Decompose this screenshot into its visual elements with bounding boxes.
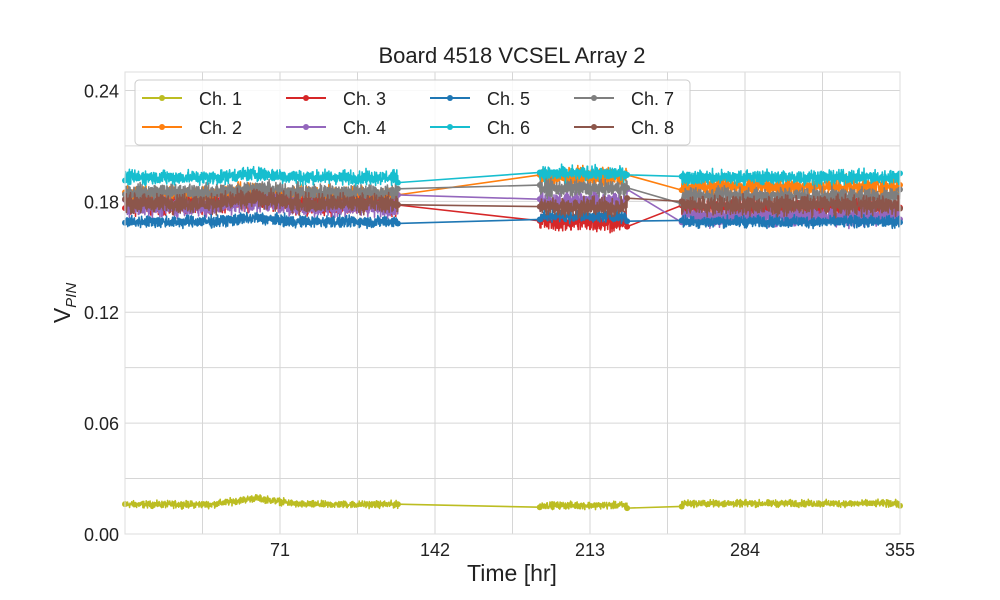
- series-marker: [536, 216, 543, 223]
- series-gap-line: [627, 174, 682, 178]
- series-marker: [536, 169, 543, 176]
- series-ch-8: [122, 187, 903, 219]
- series-trace: [539, 163, 628, 184]
- legend-item: Ch. 6: [430, 118, 530, 138]
- legend-item: Ch. 3: [286, 89, 386, 109]
- legend-item: Ch. 2: [142, 118, 242, 138]
- x-tick-labels: 71 142 213 284 355: [270, 540, 915, 560]
- legend-label: Ch. 3: [343, 89, 386, 109]
- series-gap-line: [397, 218, 540, 225]
- series-trace: [539, 195, 628, 219]
- legend-swatch-marker: [447, 124, 453, 130]
- series-marker: [536, 203, 543, 210]
- series-marker: [678, 187, 685, 194]
- series-gap-line: [397, 184, 540, 190]
- y-tick-label: 0.12: [84, 303, 119, 323]
- legend-swatch-marker: [303, 95, 309, 101]
- series-gap-line: [627, 197, 682, 203]
- series-trace: [539, 208, 628, 225]
- legend-swatch-marker: [303, 124, 309, 130]
- legend-swatch-marker: [447, 95, 453, 101]
- legend-label: Ch. 6: [487, 118, 530, 138]
- x-tick-label: 213: [575, 540, 605, 560]
- legend-swatch-marker: [159, 95, 165, 101]
- series-trace: [124, 165, 399, 187]
- legend-label: Ch. 1: [199, 89, 242, 109]
- series-trace: [124, 211, 399, 230]
- x-axis-label: Time [hr]: [467, 560, 557, 586]
- y-tick-label: 0.06: [84, 414, 119, 434]
- series-ch-5: [122, 208, 903, 230]
- series-marker: [678, 503, 685, 510]
- series-gap-line: [627, 219, 682, 222]
- series-marker: [678, 173, 685, 180]
- y-axis-label-main: V: [49, 307, 75, 323]
- chart-title: Board 4518 VCSEL Array 2: [378, 43, 645, 68]
- legend-item: Ch. 7: [574, 89, 674, 109]
- series-trace: [539, 177, 628, 200]
- series-gap-line: [627, 505, 682, 509]
- legend-label: Ch. 2: [199, 118, 242, 138]
- series-gap-line: [626, 174, 682, 191]
- x-tick-label: 142: [420, 540, 450, 560]
- series-trace: [680, 498, 901, 509]
- series-gap-line: [397, 203, 540, 208]
- series-trace: [680, 213, 901, 230]
- series-trace: [124, 494, 399, 510]
- series-ch-6: [122, 163, 903, 188]
- legend-swatch-marker: [591, 95, 597, 101]
- legend: Ch. 1 Ch. 2 Ch. 3 Ch. 4 Ch. 5 Ch. 6 Ch. 7 Ch. 8: [134, 79, 691, 146]
- series-gap-line: [626, 204, 682, 228]
- series-trace: [124, 187, 399, 216]
- legend-item: Ch. 1: [142, 89, 242, 109]
- series-layer: [122, 163, 903, 512]
- y-axis-label-sub: PIN: [63, 283, 80, 308]
- series-trace: [124, 178, 399, 203]
- legend-label: Ch. 8: [631, 118, 674, 138]
- y-axis-label: VPIN: [49, 283, 80, 324]
- y-tick-label: 0.00: [84, 525, 119, 545]
- y-tick-label: 0.24: [84, 81, 119, 101]
- series-gap-line: [397, 204, 540, 222]
- series-ch-1: [122, 494, 903, 512]
- legend-label: Ch. 4: [343, 118, 386, 138]
- series-marker: [678, 217, 685, 224]
- series-gap-line: [397, 503, 540, 509]
- legend-label: Ch. 7: [631, 89, 674, 109]
- series-gap-line: [626, 188, 683, 223]
- series-gap-line: [397, 194, 540, 200]
- series-gap-line: [397, 171, 540, 184]
- legend-swatch-marker: [591, 124, 597, 130]
- series-marker: [678, 198, 685, 205]
- x-tick-label: 71: [270, 540, 290, 560]
- legend-item: Ch. 8: [574, 118, 674, 138]
- legend-item: Ch. 4: [286, 118, 386, 138]
- legend-label: Ch. 5: [487, 89, 530, 109]
- series-trace: [539, 500, 628, 511]
- series-trace: [680, 167, 901, 188]
- legend-item: Ch. 5: [430, 89, 530, 109]
- x-tick-label: 284: [730, 540, 760, 560]
- y-tick-labels: 0.00 0.06 0.12 0.18 0.24: [84, 81, 119, 545]
- series-gap-line: [397, 174, 540, 196]
- legend-swatch-marker: [159, 124, 165, 130]
- x-tick-label: 355: [885, 540, 915, 560]
- y-tick-label: 0.18: [84, 192, 119, 212]
- legend-box: [134, 79, 691, 146]
- series-trace: [680, 192, 901, 219]
- plot-frame: [124, 71, 901, 535]
- series-marker: [536, 504, 543, 511]
- series-trace: [539, 209, 628, 234]
- series-marker: [536, 182, 543, 189]
